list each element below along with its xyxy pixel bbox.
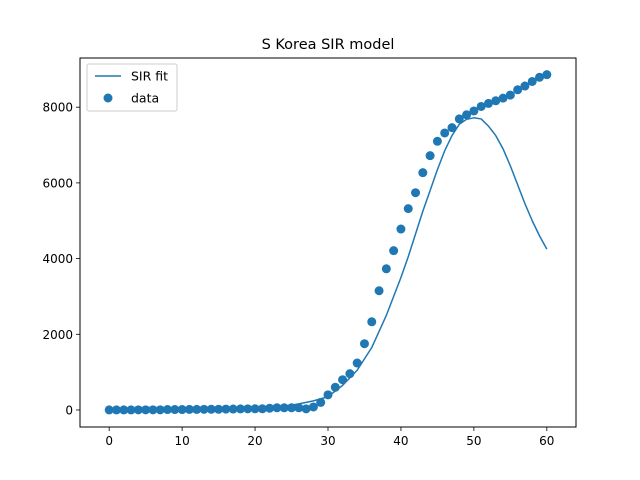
data-point xyxy=(272,403,282,413)
data-point xyxy=(403,204,413,214)
x-tick-label: 60 xyxy=(539,434,554,448)
data-point xyxy=(133,405,143,415)
data-point xyxy=(177,405,187,415)
data-point xyxy=(462,110,472,120)
data-point xyxy=(476,101,486,111)
y-tick-label: 4000 xyxy=(42,252,73,266)
x-tick-label: 20 xyxy=(247,434,262,448)
data-point xyxy=(265,403,275,413)
y-tick-label: 0 xyxy=(65,403,73,417)
data-point xyxy=(170,405,180,415)
data-point xyxy=(338,375,348,385)
data-point xyxy=(192,404,202,414)
data-point xyxy=(469,106,479,116)
data-point xyxy=(316,397,326,407)
data-point xyxy=(294,403,304,413)
legend-label-data: data xyxy=(131,91,159,106)
data-point xyxy=(235,404,245,414)
data-point xyxy=(257,404,267,414)
legend-marker-swatch xyxy=(103,93,113,103)
data-point xyxy=(206,404,216,414)
data-point xyxy=(535,72,545,82)
chart-title: S Korea SIR model xyxy=(262,37,395,53)
x-tick-label: 30 xyxy=(320,434,335,448)
data-point xyxy=(359,339,369,349)
data-point xyxy=(352,358,362,368)
data-point xyxy=(243,404,253,414)
data-point xyxy=(104,405,114,415)
data-point xyxy=(279,403,289,413)
data-point xyxy=(155,405,165,415)
data-point xyxy=(432,136,442,146)
data-point xyxy=(527,76,537,86)
x-tick-label: 40 xyxy=(393,434,408,448)
data-point xyxy=(308,402,318,412)
y-tick-label: 2000 xyxy=(42,328,73,342)
data-point xyxy=(411,188,421,198)
data-point xyxy=(498,93,508,103)
data-point xyxy=(447,123,457,133)
legend: SIR fit data xyxy=(86,63,178,112)
data-point xyxy=(163,405,173,415)
data-point xyxy=(345,369,355,379)
data-point xyxy=(250,404,260,414)
data-point xyxy=(199,404,209,414)
data-point xyxy=(542,70,552,80)
axis-ticks: 0 10 20 30 40 50 60 0 2000 4000 6000 8000 xyxy=(42,101,554,448)
series-line-sir-fit xyxy=(109,117,548,411)
y-tick-label: 8000 xyxy=(42,101,73,115)
data-marks xyxy=(104,70,552,415)
y-tick-label: 6000 xyxy=(42,176,73,190)
data-point xyxy=(483,98,493,108)
data-point xyxy=(440,128,450,138)
data-point xyxy=(141,405,151,415)
x-tick-label: 10 xyxy=(174,434,189,448)
legend-label-sir-fit: SIR fit xyxy=(131,69,168,84)
data-point xyxy=(330,382,340,392)
data-point xyxy=(111,405,121,415)
data-point xyxy=(520,81,530,91)
data-point xyxy=(119,405,129,415)
data-point xyxy=(374,286,384,296)
plot-frame xyxy=(79,57,577,428)
data-point xyxy=(454,114,464,124)
data-point xyxy=(323,390,333,400)
data-point xyxy=(287,403,297,413)
data-point xyxy=(396,224,406,234)
x-tick-label: 0 xyxy=(105,434,113,448)
data-point xyxy=(418,168,428,178)
data-point xyxy=(148,405,158,415)
data-point xyxy=(126,405,136,415)
data-point xyxy=(389,246,399,256)
data-point xyxy=(221,404,231,414)
data-point xyxy=(505,90,515,100)
data-point xyxy=(381,264,391,274)
x-tick-label: 50 xyxy=(466,434,481,448)
data-point xyxy=(214,404,224,414)
data-point xyxy=(228,404,238,414)
data-point xyxy=(491,96,501,106)
data-point xyxy=(425,151,435,161)
data-point xyxy=(367,317,377,327)
data-point xyxy=(184,404,194,414)
data-point xyxy=(513,85,523,95)
data-point xyxy=(301,404,311,414)
